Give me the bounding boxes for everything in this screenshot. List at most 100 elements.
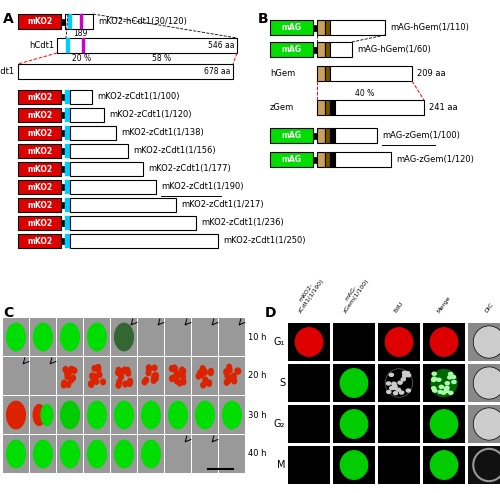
Bar — [317, 152, 325, 167]
Ellipse shape — [142, 379, 147, 385]
Bar — [61, 148, 65, 154]
Text: 241 aa: 241 aa — [429, 103, 458, 112]
Bar — [219, 318, 245, 356]
Ellipse shape — [430, 369, 458, 397]
Bar — [30, 357, 56, 395]
Ellipse shape — [340, 410, 367, 438]
Ellipse shape — [406, 389, 410, 392]
Bar — [313, 133, 317, 139]
Ellipse shape — [128, 381, 132, 387]
Bar — [70, 234, 218, 248]
Bar — [138, 318, 164, 356]
Bar — [423, 323, 465, 361]
Text: mAG: mAG — [282, 131, 302, 140]
Bar — [65, 14, 93, 29]
Bar — [165, 318, 191, 356]
Ellipse shape — [67, 369, 71, 375]
Ellipse shape — [444, 389, 449, 392]
Ellipse shape — [100, 379, 105, 385]
Bar — [270, 42, 313, 57]
Bar — [335, 152, 391, 167]
Ellipse shape — [432, 389, 437, 392]
Text: hCdt1: hCdt1 — [29, 41, 54, 50]
Ellipse shape — [70, 375, 76, 381]
Ellipse shape — [386, 382, 390, 385]
Text: 40 h: 40 h — [248, 450, 266, 458]
Text: mKO2: mKO2 — [27, 182, 52, 191]
Bar — [70, 144, 128, 158]
Bar — [57, 435, 83, 473]
Ellipse shape — [60, 401, 80, 429]
Bar — [378, 405, 420, 443]
Ellipse shape — [386, 328, 412, 356]
Ellipse shape — [473, 408, 500, 440]
Bar — [335, 128, 377, 143]
Bar — [65, 216, 70, 230]
Bar — [30, 435, 56, 473]
Bar — [288, 405, 330, 443]
Bar — [330, 128, 335, 143]
Ellipse shape — [146, 370, 151, 376]
Text: G₁: G₁ — [274, 337, 285, 347]
Ellipse shape — [66, 382, 70, 387]
Bar — [66, 38, 70, 53]
Bar — [325, 100, 330, 115]
Ellipse shape — [448, 372, 452, 376]
Bar — [61, 112, 65, 118]
Bar — [313, 156, 317, 163]
Bar — [333, 446, 375, 484]
Bar — [138, 357, 164, 395]
Ellipse shape — [452, 376, 456, 379]
Ellipse shape — [432, 372, 436, 375]
Bar — [70, 90, 92, 104]
Ellipse shape — [442, 391, 446, 394]
Text: mKO2: mKO2 — [27, 129, 52, 138]
Bar — [84, 435, 110, 473]
Bar — [18, 14, 61, 29]
Bar — [423, 364, 465, 402]
Ellipse shape — [170, 366, 174, 371]
Ellipse shape — [94, 379, 99, 384]
Ellipse shape — [201, 382, 205, 388]
Ellipse shape — [208, 370, 213, 376]
Ellipse shape — [228, 367, 232, 373]
Bar — [70, 216, 196, 230]
Bar — [468, 364, 500, 402]
Bar — [18, 180, 61, 194]
Bar — [84, 396, 110, 434]
Text: mKO2-zCdt1(1/236): mKO2-zCdt1(1/236) — [201, 218, 284, 227]
Ellipse shape — [402, 371, 406, 374]
Text: mAG-hGem(1/110): mAG-hGem(1/110) — [390, 23, 469, 32]
Ellipse shape — [232, 378, 236, 384]
Text: mAG-zGem(1/100): mAG-zGem(1/100) — [382, 131, 460, 140]
Ellipse shape — [142, 440, 161, 468]
Ellipse shape — [88, 440, 106, 468]
Ellipse shape — [152, 374, 156, 380]
Bar — [325, 152, 330, 167]
Ellipse shape — [88, 323, 106, 351]
Text: 546 aa: 546 aa — [208, 41, 234, 50]
Text: mKO2-zCdt1(1/100): mKO2-zCdt1(1/100) — [97, 93, 180, 102]
Ellipse shape — [152, 365, 157, 371]
Ellipse shape — [181, 368, 186, 374]
Ellipse shape — [60, 323, 80, 351]
Ellipse shape — [196, 373, 201, 379]
Bar — [111, 318, 137, 356]
Ellipse shape — [97, 372, 102, 378]
Text: mKO2-hCdt1(30/120): mKO2-hCdt1(30/120) — [98, 17, 187, 26]
Bar — [313, 25, 317, 31]
Bar — [192, 357, 218, 395]
Bar — [468, 323, 500, 361]
Bar — [468, 446, 500, 484]
Ellipse shape — [117, 379, 121, 385]
Ellipse shape — [437, 378, 441, 381]
Ellipse shape — [172, 365, 177, 371]
Ellipse shape — [142, 401, 161, 429]
Ellipse shape — [91, 373, 96, 379]
Ellipse shape — [227, 364, 232, 370]
Ellipse shape — [401, 378, 406, 381]
Ellipse shape — [174, 378, 179, 384]
Text: Merge: Merge — [436, 295, 452, 314]
Ellipse shape — [199, 372, 204, 378]
Bar — [333, 405, 375, 443]
